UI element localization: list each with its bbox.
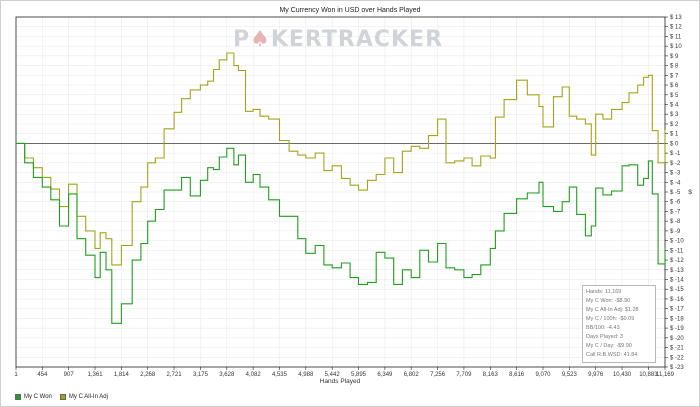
y-tick-label: $ -12 — [670, 258, 684, 264]
y-tick-label: $ -7 — [670, 209, 681, 215]
x-tick-label: 4,988 — [298, 372, 314, 378]
legend: My C Won My C All-In Adj — [15, 394, 108, 400]
watermark-logo: P♠KERTRACKER — [233, 27, 443, 52]
series-line-won — [16, 142, 666, 324]
y-tick-label: $ 12 — [670, 25, 682, 31]
svg-text:P♠KERTRACKER: P♠KERTRACKER — [233, 27, 443, 52]
legend-item-won[interactable]: My C Won — [15, 394, 52, 400]
x-tick-label: 2,268 — [140, 372, 156, 378]
x-tick-label: 9,976 — [588, 372, 604, 378]
y-tick-label: $ 13 — [670, 15, 682, 21]
y-tick-label: $ -2 — [670, 161, 681, 167]
y-tick-label: $ -11 — [670, 248, 684, 254]
y-tick-label: $ -13 — [670, 268, 684, 274]
y-tick-label: $ 8 — [670, 64, 679, 70]
y-tick-label: $ -3 — [670, 171, 681, 177]
x-tick-label: 4,082 — [246, 372, 262, 378]
stat-won: My C Won: -$8.90 — [586, 298, 631, 304]
y-tick-label: $ -23 — [670, 365, 684, 371]
y-tick-label: $ -14 — [670, 278, 684, 284]
x-tick-label: 5,442 — [325, 372, 341, 378]
stat-allin-adj: My C All-In Adj: $1.28 — [586, 307, 639, 313]
y-tick-label: $ -9 — [670, 229, 681, 235]
y-tick-label: $ -22 — [670, 355, 684, 361]
x-axis-label: Hands Played — [320, 378, 361, 385]
x-tick-label: 11,169 — [656, 372, 675, 378]
y-axis: $ -23 $ -22 $ -21 $ -20 $ -19 $ -18 $ -17 $ -16… — [665, 15, 684, 371]
y-tick-label: $ -17 — [670, 307, 684, 313]
stat-call-wsd: Call R.B.WSD: 41.84 — [586, 352, 638, 358]
x-tick-label: 9,523 — [562, 372, 578, 378]
x-axis: 1 454 907 1,361 1,814 2,268 2,721 3,175 3,628 4,0… — [14, 367, 675, 378]
y-tick-label: $ 11 — [670, 34, 682, 40]
x-tick-label: 8,616 — [509, 372, 525, 378]
series-layer — [16, 52, 666, 324]
x-tick-label: 1,814 — [114, 372, 130, 378]
x-tick-label: 4,535 — [272, 372, 288, 378]
x-tick-label: 9,070 — [536, 372, 552, 378]
y-tick-label: $ 3 — [670, 112, 679, 118]
y-tick-label: $ -6 — [670, 200, 681, 206]
y-tick-label: $ -16 — [670, 297, 684, 303]
legend-label-allin: My C All-In Adj — [68, 394, 108, 400]
x-tick-label: 907 — [64, 372, 75, 378]
y-tick-label: $ 4 — [670, 103, 679, 109]
y-tick-label: $ 5 — [670, 93, 679, 99]
legend-item-allin[interactable]: My C All-In Adj — [59, 394, 108, 400]
x-tick-label: 10,430 — [613, 372, 632, 378]
y-tick-label: $ -19 — [670, 326, 684, 332]
x-tick-label: 3,628 — [219, 372, 235, 378]
stat-hands: Hands: 11,169 — [586, 289, 622, 295]
y-tick-label: $ -15 — [670, 287, 684, 293]
stat-days: Days Played: 3 — [586, 334, 623, 340]
y-tick-label: $ 1 — [670, 132, 679, 138]
y-tick-label: $ -4 — [670, 180, 681, 186]
x-tick-label: 2,721 — [167, 372, 183, 378]
x-tick-label: 8,163 — [483, 372, 499, 378]
stat-bb-100: BB/100: -4.43 — [586, 325, 620, 331]
y-tick-label: $ 0 — [670, 141, 679, 147]
x-tick-label: 1,361 — [88, 372, 104, 378]
y-tick-label: $ 9 — [670, 54, 679, 60]
legend-label-won: My C Won — [24, 394, 52, 400]
y-tick-label: $ 7 — [670, 73, 679, 79]
legend-swatch-won — [15, 394, 21, 400]
y-tick-label: $ 6 — [670, 83, 679, 89]
x-tick-label: 3,175 — [193, 372, 209, 378]
legend-swatch-allin — [59, 394, 66, 400]
y-tick-label: $ -18 — [670, 316, 684, 322]
y-axis-label: $ — [688, 189, 692, 196]
y-tick-label: $ -10 — [670, 239, 684, 245]
series-line-allin-adj — [16, 52, 666, 266]
stat-per-day: My C / Day: -$9.90 — [586, 343, 632, 349]
stats-box: Hands: 11,169 My C Won: -$8.90 My C All-… — [582, 285, 656, 363]
y-tick-label: $ 2 — [670, 122, 679, 128]
y-tick-label: $ -20 — [670, 336, 684, 342]
y-tick-label: $ -1 — [670, 151, 681, 157]
x-tick-label: 5,895 — [351, 372, 367, 378]
y-tick-label: $ -5 — [670, 190, 681, 196]
y-tick-label: $ 10 — [670, 44, 682, 50]
y-tick-label: $ -21 — [670, 346, 684, 352]
x-tick-label: 7,709 — [456, 372, 472, 378]
x-tick-label: 1 — [14, 372, 18, 378]
x-tick-label: 7,256 — [430, 372, 446, 378]
x-tick-label: 6,802 — [404, 372, 420, 378]
stat-per-100: My C / 100h: -$0.09 — [586, 316, 635, 322]
y-tick-label: $ -8 — [670, 219, 681, 225]
x-tick-label: 454 — [37, 372, 48, 378]
x-tick-label: 6,349 — [377, 372, 393, 378]
x-tick-label: 10,883 — [639, 372, 658, 378]
chart-title: My Currency Won in USD over Hands Played — [279, 7, 420, 14]
